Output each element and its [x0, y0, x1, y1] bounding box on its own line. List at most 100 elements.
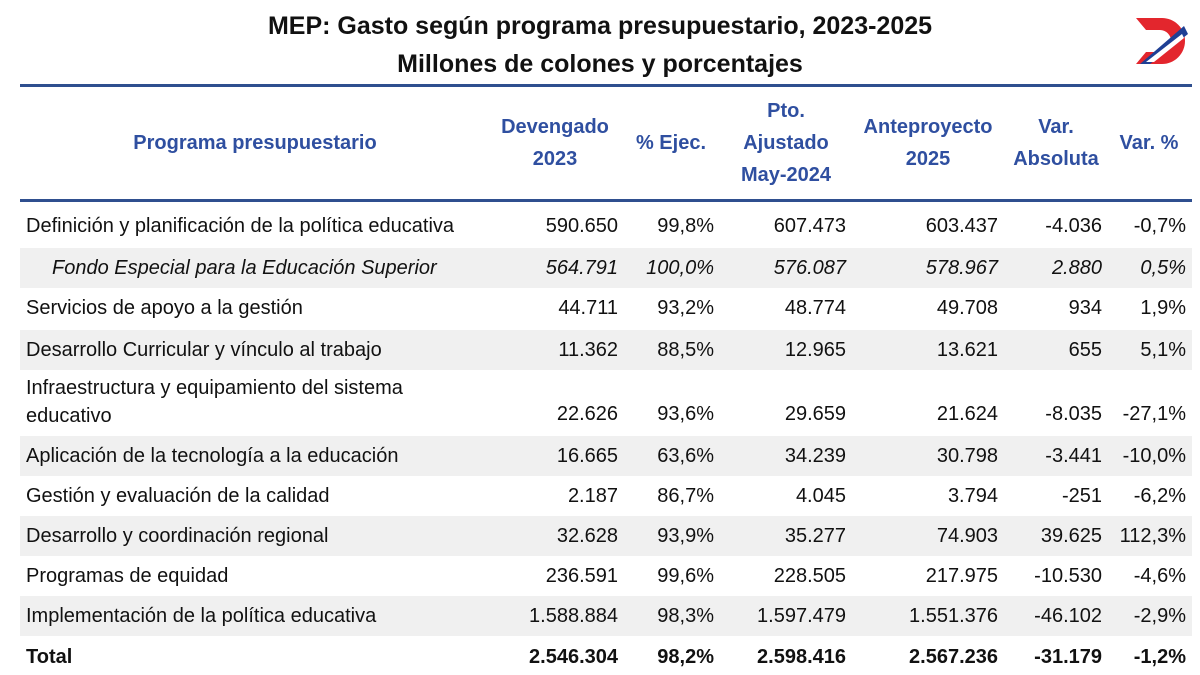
cell-ante: 21.624 [936, 403, 998, 425]
cell-devengado: 236.591 [545, 565, 618, 587]
cell-var-pct: -4,6% [1133, 565, 1186, 587]
cell-var-abs: -31.179 [1034, 646, 1102, 668]
cell-pto: 1.597.479 [757, 605, 846, 627]
cell-var-pct: -10,0% [1122, 445, 1186, 467]
table-row: Servicios de apoyo a la gestión 44.711 9… [20, 288, 1192, 328]
table-row: Desarrollo Curricular y vínculo al traba… [20, 330, 1192, 370]
cell-ante: 74.903 [936, 525, 998, 547]
cell-ante: 30.798 [936, 445, 998, 467]
row-label: Fondo Especial para la Educación Superio… [52, 257, 437, 279]
table-row: Fondo Especial para la Educación Superio… [20, 248, 1192, 288]
cell-ejec: 98,2% [657, 646, 714, 668]
cell-var-abs: -251 [1061, 485, 1102, 507]
row-label: Servicios de apoyo a la gestión [26, 297, 303, 319]
row-label: Desarrollo y coordinación regional [26, 525, 329, 547]
cell-ante: 49.708 [936, 297, 998, 319]
cell-var-pct: -27,1% [1122, 403, 1186, 425]
cell-ante: 13.621 [936, 339, 998, 361]
cell-pto: 576.087 [773, 257, 846, 279]
table-row: Desarrollo y coordinación regional 32.62… [20, 516, 1192, 556]
cell-devengado: 11.362 [558, 339, 618, 361]
table-row: Gestión y evaluación de la calidad 2.187… [20, 476, 1192, 516]
cell-var-abs: -8.035 [1045, 403, 1102, 425]
column-header-devengado: Devengado 2023 [501, 116, 609, 170]
cell-devengado: 44.711 [558, 297, 618, 319]
cell-var-pct: 0,5% [1140, 257, 1186, 279]
cell-var-pct: -2,9% [1133, 605, 1186, 627]
column-header-anteproyecto: Anteproyecto 2025 [863, 116, 993, 170]
total-label: Total [26, 646, 73, 668]
table-row: Implementación de la política educativa … [20, 596, 1192, 636]
cell-var-abs: -4.036 [1045, 215, 1102, 237]
cell-var-abs: 934 [1068, 297, 1102, 319]
row-label: Desarrollo Curricular y vínculo al traba… [26, 339, 382, 361]
header-bottom-rule [20, 199, 1192, 202]
cell-devengado: 2.187 [567, 485, 618, 507]
column-header-var-pct: Var. % [1119, 132, 1179, 154]
cell-ejec: 86,7% [657, 485, 714, 507]
cell-pto: 2.598.416 [757, 646, 846, 668]
cell-var-abs: -3.441 [1045, 445, 1102, 467]
cell-ante: 1.551.376 [909, 605, 998, 627]
row-label: Infraestructura y equipamiento del siste… [26, 377, 403, 427]
cell-var-abs: 39.625 [1040, 525, 1102, 547]
cell-ejec: 93,2% [657, 297, 714, 319]
cell-devengado: 22.626 [556, 403, 618, 425]
column-header-var-absoluta: Var. Absoluta [1013, 116, 1099, 170]
table-top-rule [20, 84, 1192, 87]
cell-ejec: 93,6% [657, 403, 714, 425]
cell-var-abs: -10.530 [1034, 565, 1102, 587]
column-header-ejec: % Ejec. [635, 132, 707, 154]
cell-ante: 3.794 [947, 485, 998, 507]
cell-devengado: 16.665 [556, 445, 618, 467]
d-logo-icon [1136, 18, 1188, 64]
cell-ante: 603.437 [925, 215, 998, 237]
total-row: Total 2.546.304 98,2% 2.598.416 2.567.23… [20, 636, 1192, 675]
cell-var-abs: -46.102 [1034, 605, 1102, 627]
cell-var-pct: 112,3% [1119, 525, 1186, 547]
cell-ejec: 88,5% [657, 339, 714, 361]
cell-var-pct: -6,2% [1133, 485, 1186, 507]
cell-devengado: 2.546.304 [529, 646, 618, 668]
row-label: Aplicación de la tecnología a la educaci… [26, 445, 399, 467]
column-header-pto: Pto. Ajustado May-2024 [740, 100, 832, 186]
cell-var-abs: 2.880 [1051, 257, 1102, 279]
cell-var-pct: -1,2% [1133, 646, 1186, 668]
cell-ejec: 100,0% [646, 257, 714, 279]
cell-pto: 228.505 [773, 565, 846, 587]
table-row: Aplicación de la tecnología a la educaci… [20, 436, 1192, 476]
table-row: Infraestructura y equipamiento del siste… [20, 372, 1192, 434]
cell-ante: 2.567.236 [909, 646, 998, 668]
cell-pto: 48.774 [784, 297, 846, 319]
row-label: Programas de equidad [26, 565, 229, 587]
cell-ejec: 98,3% [657, 605, 714, 627]
cell-devengado: 1.588.884 [529, 605, 618, 627]
cell-ejec: 93,9% [657, 525, 714, 547]
cell-var-pct: 1,9% [1140, 297, 1186, 319]
cell-devengado: 590.650 [545, 215, 618, 237]
cell-var-pct: -0,7% [1133, 215, 1186, 237]
row-label: Definición y planificación de la polític… [26, 215, 455, 237]
cell-ejec: 63,6% [657, 445, 714, 467]
cell-ante: 578.967 [925, 257, 998, 279]
cell-ante: 217.975 [925, 565, 998, 587]
cell-pto: 34.239 [784, 445, 846, 467]
cell-pto: 4.045 [795, 485, 846, 507]
table-row: Definición y planificación de la polític… [20, 206, 1192, 246]
cell-devengado: 32.628 [556, 525, 618, 547]
cell-devengado: 564.791 [545, 257, 618, 279]
page-subtitle: Millones de colones y porcentajes [397, 50, 803, 78]
cell-pto: 35.277 [784, 525, 846, 547]
cell-pto: 607.473 [773, 215, 846, 237]
page-title: MEP: Gasto según programa presupuestario… [267, 12, 933, 40]
cell-pto: 29.659 [784, 403, 846, 425]
row-label: Implementación de la política educativa [26, 605, 377, 627]
cell-var-abs: 655 [1068, 339, 1102, 361]
cell-ejec: 99,8% [657, 215, 714, 237]
cell-pto: 12.965 [784, 339, 846, 361]
cell-var-pct: 5,1% [1140, 339, 1186, 361]
row-label: Gestión y evaluación de la calidad [26, 485, 330, 507]
column-header-programa: Programa presupuestario [133, 132, 377, 154]
cell-ejec: 99,6% [657, 565, 714, 587]
table-row: Programas de equidad 236.591 99,6% 228.5… [20, 556, 1192, 596]
